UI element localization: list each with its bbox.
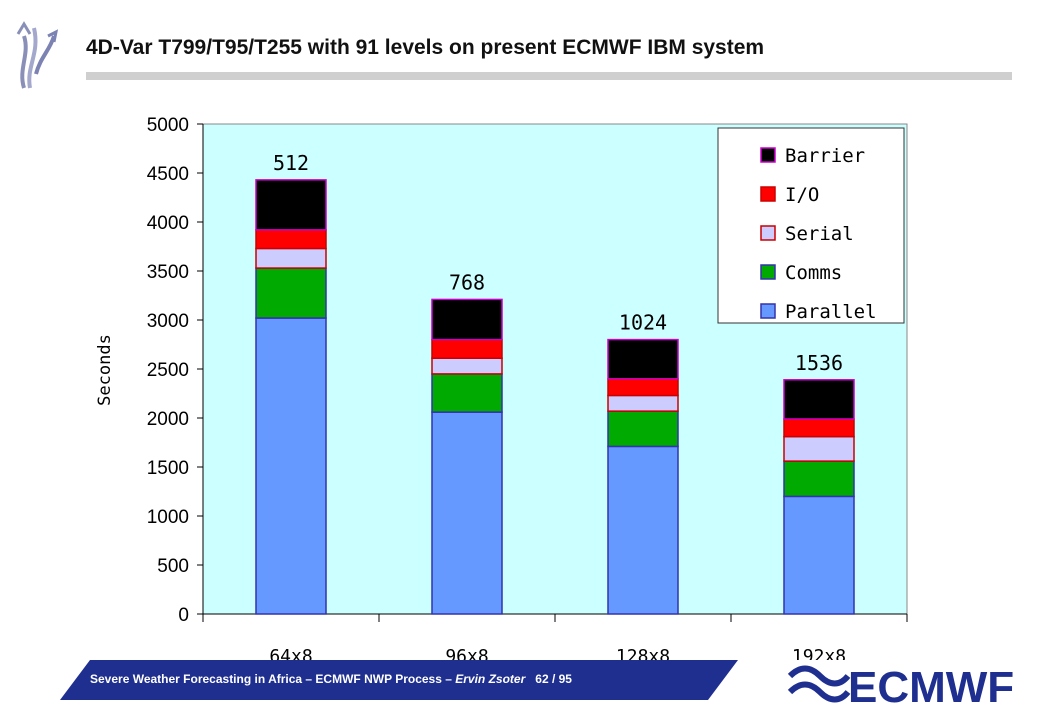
bar-total-label: 1024	[619, 311, 667, 335]
ecmwf-waves-icon	[787, 665, 851, 703]
bar-segment-barrier	[431, 298, 503, 341]
footer-author: Ervin Zsoter	[455, 672, 526, 686]
stacked-bar-chart: 0 500 1000 1500 2000 2500 3000 3500 4000 4500 5000…	[95, 115, 908, 660]
legend-label: Comms	[785, 262, 842, 284]
x-tick-label: 192x8	[792, 646, 846, 660]
bar-segment-comms	[255, 267, 327, 319]
bar-segment-comms	[431, 373, 503, 413]
y-tick-label: 4500	[147, 164, 189, 185]
bar-segment-barrier	[255, 179, 327, 231]
legend-label: Parallel	[785, 301, 877, 323]
legend-swatch	[760, 303, 776, 319]
y-tick-label: 1500	[147, 458, 189, 479]
bar-segment-serial	[607, 394, 679, 412]
y-axis-label: Seconds	[95, 334, 115, 406]
y-tick-label: 1000	[147, 507, 189, 528]
chart-legend: Barrier I/O Serial Comms Parallel	[717, 127, 905, 324]
bar-total-label: 768	[449, 270, 485, 294]
bar-segment-barrier	[607, 338, 679, 380]
footer-text: Severe Weather Forecasting in Africa – E…	[90, 672, 572, 686]
y-tick-label: 3500	[147, 262, 189, 283]
legend-swatch	[760, 225, 776, 241]
legend-box	[717, 127, 905, 324]
bar-segment-serial	[255, 247, 327, 269]
title-divider	[86, 72, 1012, 80]
ecmwf-logo: ECMWF	[787, 663, 1014, 708]
bar-group: 512 768 1024 1536	[255, 151, 855, 615]
legend-swatch	[760, 264, 776, 280]
bar-segment-io	[607, 378, 679, 397]
ecmwf-swirl-logo	[10, 14, 66, 94]
legend-swatch	[760, 186, 776, 202]
bar-segment-serial	[431, 357, 503, 375]
bar-segment-io	[431, 338, 503, 359]
ecmwf-logo-text: ECMWF	[848, 663, 1014, 708]
bar-total-label: 1536	[795, 351, 843, 375]
bar-segment-comms	[783, 460, 855, 498]
legend-swatch	[760, 147, 776, 163]
bar-segment-parallel	[255, 317, 327, 615]
x-tick-label: 96x8	[445, 646, 488, 660]
bar-segment-io	[783, 418, 855, 438]
x-tick-label: 128x8	[616, 646, 670, 660]
y-tick-label: 3000	[147, 311, 189, 332]
y-tick-label: 2000	[147, 409, 189, 430]
bar-segment-barrier	[783, 379, 855, 420]
y-tick-label: 5000	[147, 115, 189, 136]
bar-segment-parallel	[783, 495, 855, 615]
y-axis: 0 500 1000 1500 2000 2500 3000 3500 4000 4500 5000	[147, 115, 204, 626]
bar-total-label: 512	[273, 151, 309, 175]
legend-label: I/O	[785, 184, 819, 206]
y-tick-label: 500	[157, 556, 189, 577]
bar-segment-io	[255, 229, 327, 250]
x-tick-label: 64x8	[269, 646, 312, 660]
bar-segment-comms	[607, 410, 679, 448]
bar-segment-parallel	[431, 411, 503, 615]
y-tick-label: 2500	[147, 360, 189, 381]
footer-event: Severe Weather Forecasting in Africa – E…	[90, 672, 456, 686]
page-number: 62 / 95	[535, 672, 572, 686]
y-tick-label: 4000	[147, 213, 189, 234]
page-title: 4D-Var T799/T95/T255 with 91 levels on p…	[86, 36, 765, 59]
footer-band	[60, 660, 738, 700]
legend-label: Serial	[785, 223, 854, 245]
x-axis: 64x8 96x8 128x8 192x8	[202, 613, 908, 660]
y-tick-label: 0	[178, 605, 189, 626]
bar-segment-parallel	[607, 445, 679, 615]
legend-label: Barrier	[785, 145, 865, 167]
bar-segment-serial	[783, 435, 855, 462]
